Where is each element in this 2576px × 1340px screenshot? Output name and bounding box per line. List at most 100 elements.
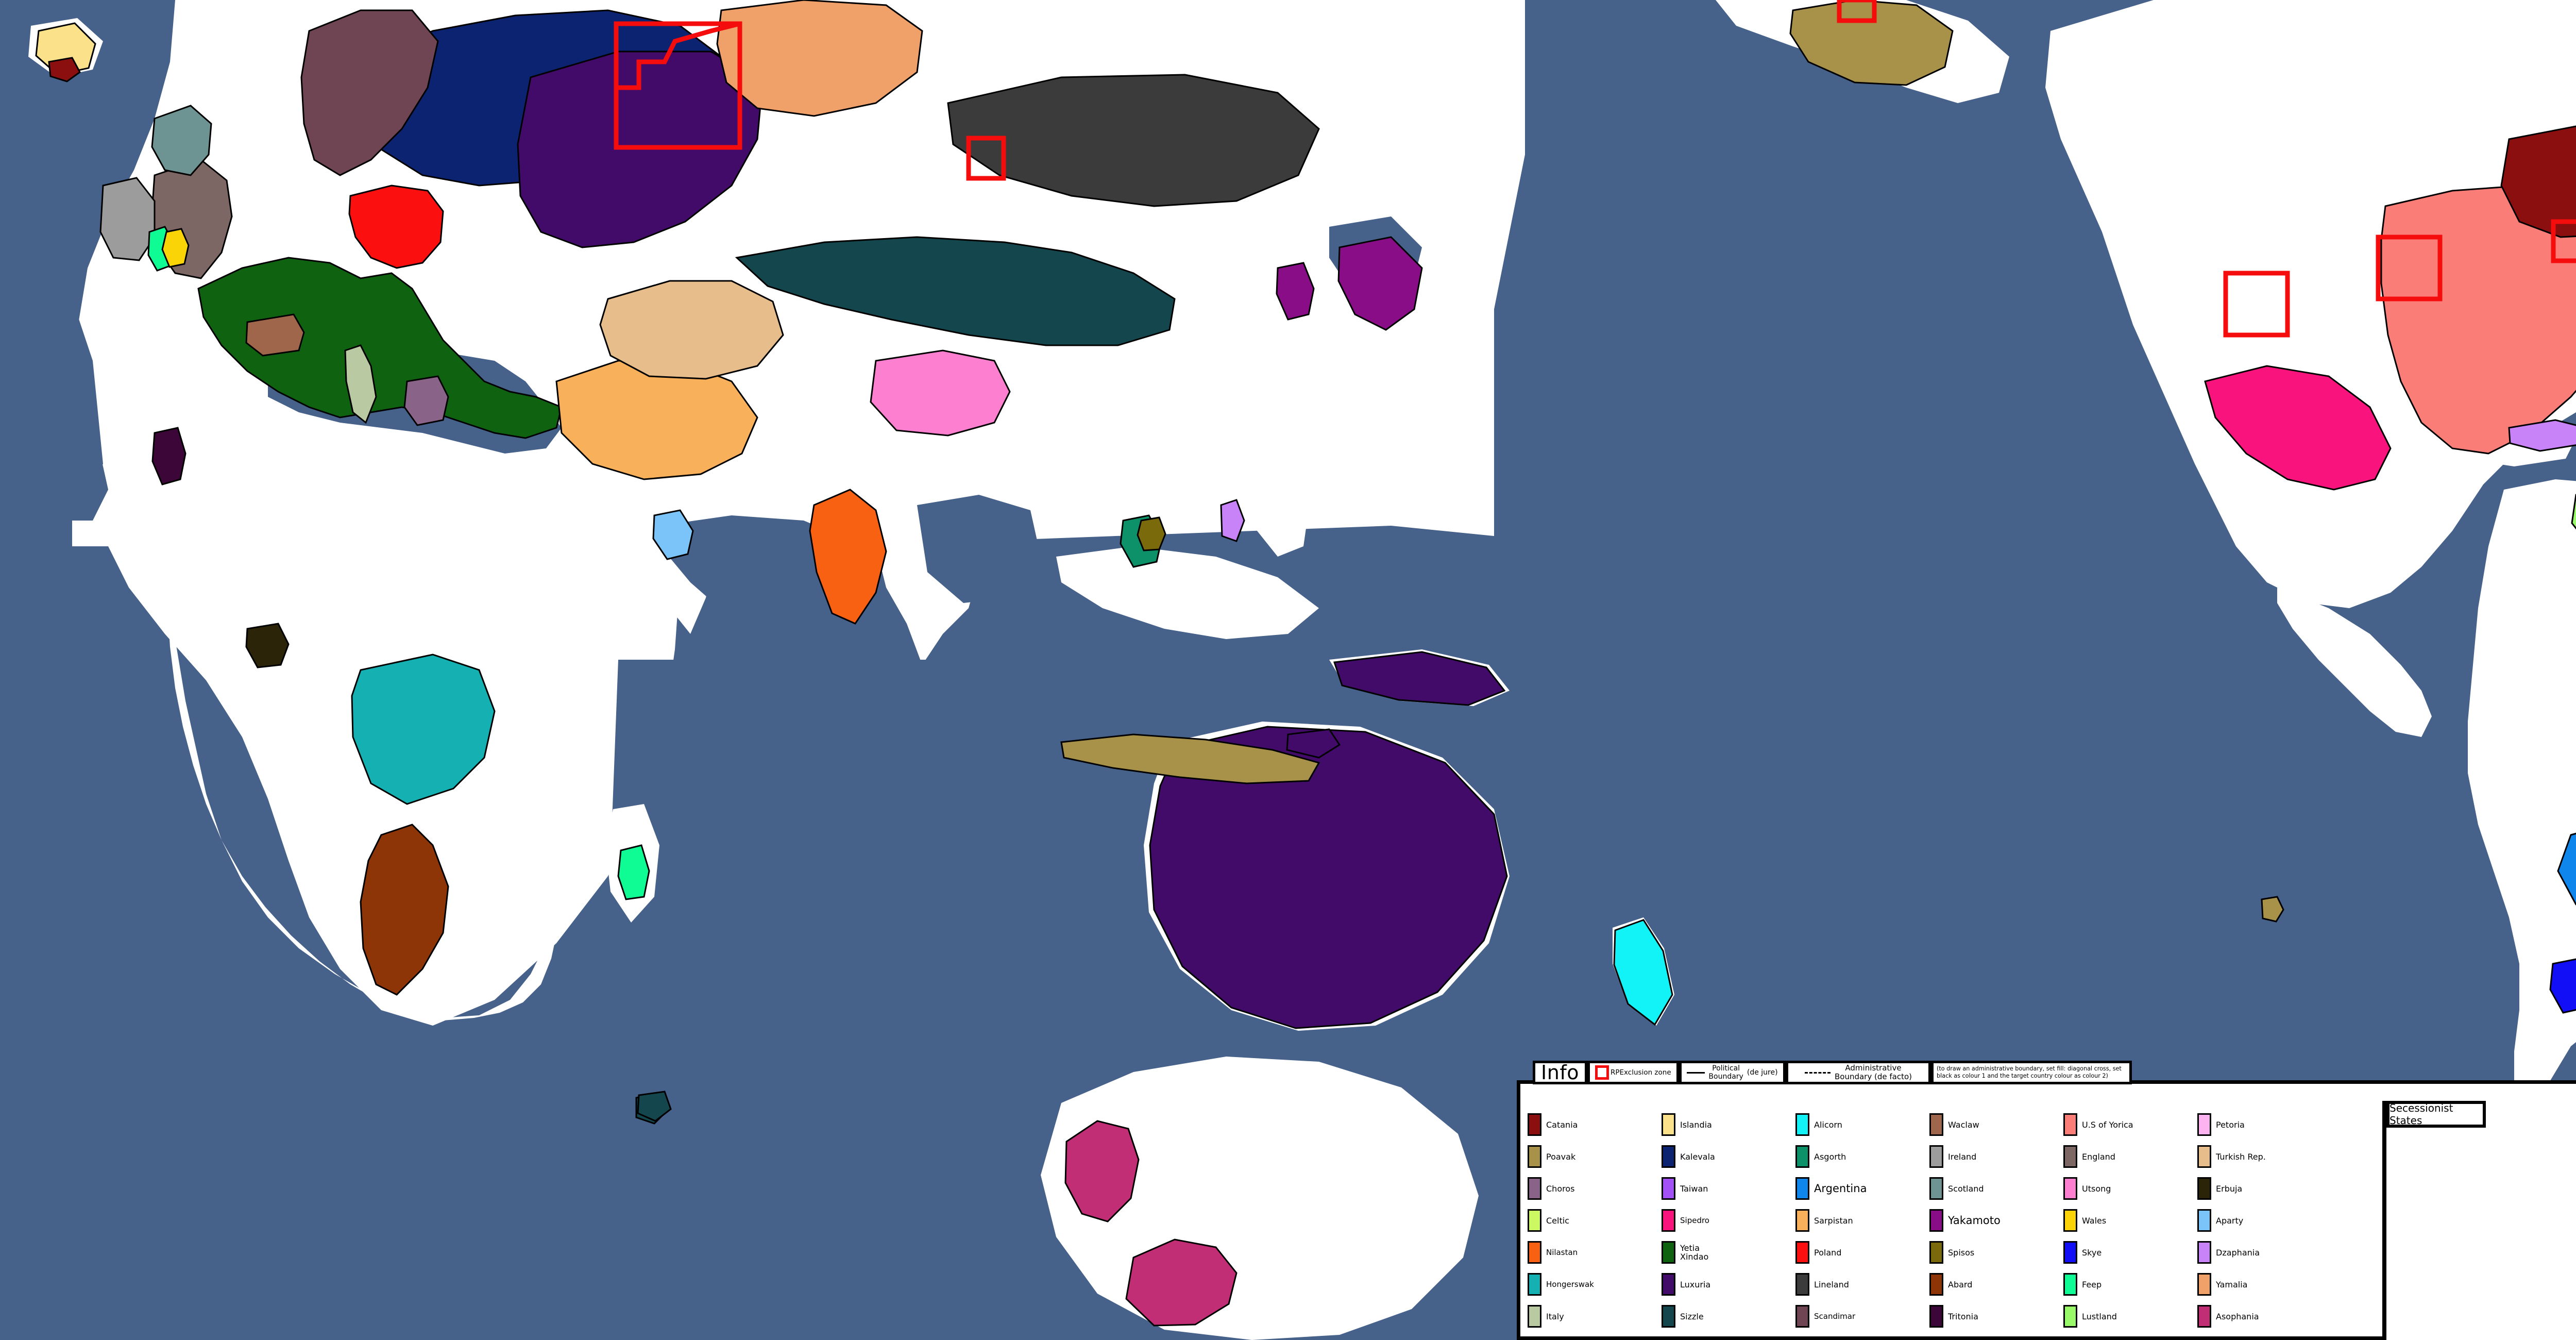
- philippines: [1257, 484, 1309, 557]
- legend-item-ireland[interactable]: Ireland: [1929, 1141, 2063, 1172]
- legend-swatch-icon: [1662, 1145, 1675, 1168]
- legend-swatch-icon: [1662, 1241, 1675, 1264]
- legend-item-argentina[interactable]: Argentina: [1795, 1172, 1929, 1204]
- legend-item-spisos[interactable]: Spisos: [1929, 1236, 2063, 1268]
- legend-swatch-icon: [1662, 1273, 1675, 1296]
- legend-item-lineland[interactable]: Lineland: [1795, 1268, 1929, 1300]
- legend-label: Yetia Xindao: [1680, 1243, 1709, 1262]
- rp-exclusion-swatch-icon: [1595, 1065, 1609, 1080]
- rp-exclusion-zone: [2551, 219, 2576, 263]
- legend-swatch-icon: [1795, 1145, 1809, 1168]
- legend-label: Erbuja: [2216, 1183, 2243, 1194]
- legend-item-poland[interactable]: Poland: [1795, 1236, 1929, 1268]
- legend-item-yetia-xindao[interactable]: Yetia Xindao: [1662, 1236, 1795, 1268]
- administrative-boundary-line1: Administrative: [1845, 1063, 1902, 1073]
- legend-swatch-icon: [1662, 1209, 1675, 1232]
- country-nilastan: [809, 489, 887, 625]
- political-boundary-suffix: (de jure): [1747, 1068, 1778, 1077]
- legend-item-yamalia[interactable]: Yamalia: [2197, 1268, 2331, 1300]
- legend-item-nilastan[interactable]: Nilastan: [1528, 1236, 1662, 1268]
- legend-item-alicorn[interactable]: Alicorn: [1795, 1109, 1929, 1141]
- legend-swatch-icon: [1929, 1273, 1943, 1296]
- administrative-boundary-note: (to draw an administrative boundary, set…: [1937, 1065, 2122, 1079]
- country-asophania-ant-s: [1125, 1238, 1238, 1327]
- country-feep-madagascar: [617, 844, 650, 900]
- legend-swatch-icon: [2063, 1177, 2077, 1200]
- rp-exclusion-zone: [1837, 0, 1877, 23]
- rp-exclusion-zones: [614, 0, 2576, 338]
- legend-item-celtic[interactable]: Celtic: [1528, 1204, 1662, 1236]
- secessionist-states-tab: Secessionist States: [2386, 1101, 2486, 1128]
- legend-swatch-icon: [2197, 1241, 2211, 1264]
- country-poland: [348, 185, 444, 269]
- legend-swatch-icon: [1795, 1305, 1809, 1328]
- country-lustland: [2571, 494, 2576, 530]
- legend-item-taiwan[interactable]: Taiwan: [1662, 1172, 1795, 1204]
- country-wales: [161, 228, 190, 268]
- legend-item-aparty[interactable]: Aparty: [2197, 1204, 2331, 1236]
- legend-item-islandia[interactable]: Islandia: [1662, 1109, 1795, 1141]
- legend-label: Choros: [1546, 1183, 1575, 1194]
- legend-item-sipedro[interactable]: Sipedro: [1662, 1204, 1795, 1236]
- legend-item-feep[interactable]: Feep: [2063, 1268, 2197, 1300]
- solid-line-icon: [1687, 1071, 1705, 1074]
- legend-label: Skye: [2082, 1247, 2102, 1258]
- legend-item-luxuria[interactable]: Luxuria: [1662, 1268, 1795, 1300]
- political-boundary-line1: Political: [1712, 1064, 1740, 1073]
- legend-item-kalevala[interactable]: Kalevala: [1662, 1141, 1795, 1172]
- legend-item-wales[interactable]: Wales: [2063, 1204, 2197, 1236]
- legend-item-abard[interactable]: Abard: [1929, 1268, 2063, 1300]
- legend-swatch-icon: [2063, 1113, 2077, 1136]
- legend-item-waclaw[interactable]: Waclaw: [1929, 1109, 2063, 1141]
- legend-swatch-icon: [1528, 1145, 1541, 1168]
- country-scotland: [151, 105, 212, 176]
- country-celtic-spisos: [1137, 516, 1166, 551]
- legend-item-utsong[interactable]: Utsong: [2063, 1172, 2197, 1204]
- legend-swatch-icon: [1795, 1241, 1809, 1264]
- legend-label: Scandimar: [1814, 1311, 1856, 1321]
- legend-item-catania[interactable]: Catania: [1528, 1109, 1662, 1141]
- legend-label: Luxuria: [1680, 1279, 1711, 1289]
- country-abard: [360, 824, 449, 996]
- legend-item-italy[interactable]: Italy: [1528, 1300, 1662, 1332]
- legend-item-tritonia[interactable]: Tritonia: [1929, 1300, 2063, 1332]
- legend-swatch-icon: [1795, 1113, 1809, 1136]
- legend-item-erbuja[interactable]: Erbuja: [2197, 1172, 2331, 1204]
- legend-item-england[interactable]: England: [2063, 1141, 2197, 1172]
- legend-item-poavak[interactable]: Poavak: [1528, 1141, 1662, 1172]
- legend-label: U.S of Yorica: [2082, 1119, 2133, 1130]
- legend-item-asgorth[interactable]: Asgorth: [1795, 1141, 1929, 1172]
- country-catania: [2500, 125, 2576, 238]
- legend-swatch-icon: [1795, 1177, 1809, 1200]
- legend-swatch-icon: [1929, 1177, 1943, 1200]
- legend-item-scotland[interactable]: Scotland: [1929, 1172, 2063, 1204]
- legend-item-asophania[interactable]: Asophania: [2197, 1300, 2331, 1332]
- country-luxuria-australia: [1149, 726, 1508, 1029]
- legend-swatch-icon: [2063, 1241, 2077, 1264]
- legend-item-sarpistan[interactable]: Sarpistan: [1795, 1204, 1929, 1236]
- legend-item-scandimar[interactable]: Scandimar: [1795, 1300, 1929, 1332]
- legend-label: Utsong: [2082, 1183, 2111, 1194]
- legend-item-yakamoto[interactable]: Yakamoto: [1929, 1204, 2063, 1236]
- legend-item-turkish-rep[interactable]: Turkish Rep.: [2197, 1141, 2331, 1172]
- legend-swatch-icon: [2063, 1273, 2077, 1296]
- legend-swatch-icon: [1662, 1305, 1675, 1328]
- legend-item-lustland[interactable]: Lustland: [2063, 1300, 2197, 1332]
- country-yakamoto-korea: [1276, 262, 1315, 321]
- legend-item-skye[interactable]: Skye: [2063, 1236, 2197, 1268]
- legend-item-choros[interactable]: Choros: [1528, 1172, 1662, 1204]
- legend-swatch-icon: [2197, 1145, 2211, 1168]
- legend-label: Kalevala: [1680, 1151, 1715, 1162]
- legend-item-hongerswak[interactable]: Hongerswak: [1528, 1268, 1662, 1300]
- legend-item-dzaphania[interactable]: Dzaphania: [2197, 1236, 2331, 1268]
- legend-label: Asgorth: [1814, 1151, 1846, 1162]
- legend-swatch-icon: [1929, 1209, 1943, 1232]
- country-alicorn-b: [652, 509, 694, 560]
- legend-item-u-s-of-yorica[interactable]: U.S of Yorica: [2063, 1109, 2197, 1141]
- legend-label: Sipedro: [1680, 1215, 1709, 1225]
- legend-swatch-icon: [2063, 1305, 2077, 1328]
- legend-item-petoria[interactable]: Petoria: [2197, 1109, 2331, 1141]
- legend-item-sizzle[interactable]: Sizzle: [1662, 1300, 1795, 1332]
- country-choros: [403, 375, 449, 426]
